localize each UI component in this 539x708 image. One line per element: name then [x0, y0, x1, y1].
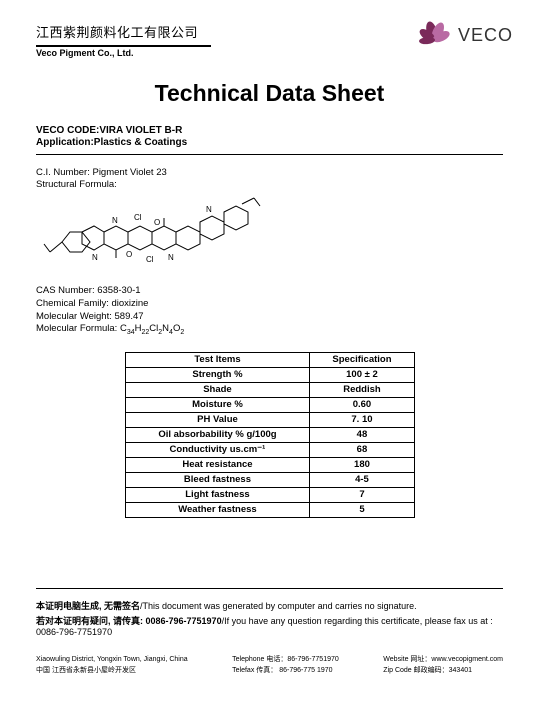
table-cell-value: 100 ± 2 — [310, 367, 414, 382]
ci-number: C.I. Number: Pigment Violet 23 — [36, 167, 503, 178]
company-name-cn: 江西紫荆颜料化工有限公司 — [36, 22, 211, 41]
footer-web: Website 网址：www.vecopigment.com Zip Code … — [383, 655, 503, 676]
table-cell-label: Shade — [125, 382, 310, 397]
table-row: ShadeReddish — [125, 382, 414, 397]
table-row: Strength %100 ± 2 — [125, 367, 414, 382]
svg-text:O: O — [126, 250, 132, 259]
table-cell-label: Heat resistance — [125, 457, 310, 472]
table-header-row: Test Items Specification — [125, 352, 414, 367]
table-cell-label: Oil absorbability % g/100g — [125, 427, 310, 442]
header-underline — [36, 45, 211, 47]
table-row: Oil absorbability % g/100g48 — [125, 427, 414, 442]
structural-formula-label: Structural Formula: — [36, 179, 503, 190]
table-cell-label: Conductivity us.cm⁻¹ — [125, 442, 310, 457]
divider-2 — [36, 588, 503, 589]
code-line: VECO CODE:VIRA VIOLET B-R — [36, 125, 503, 136]
table-cell-value: 7. 10 — [310, 412, 414, 427]
application-line: Application:Plastics & Coatings — [36, 137, 503, 148]
table-cell-label: Moisture % — [125, 397, 310, 412]
table-cell-label: Strength % — [125, 367, 310, 382]
table-cell-value: Reddish — [310, 382, 414, 397]
table-row: Weather fastness5 — [125, 502, 414, 517]
company-block: 江西紫荆颜料化工有限公司 Veco Pigment Co., Ltd. — [36, 22, 211, 58]
flower-icon — [412, 16, 456, 54]
chemical-family: Chemical Family: dioxizine — [36, 298, 503, 311]
table-row: Moisture %0.60 — [125, 397, 414, 412]
table-cell-label: PH Value — [125, 412, 310, 427]
footer-address: Xiaowuling District, Yongxin Town, Jiang… — [36, 655, 188, 676]
specification-table: Test Items Specification Strength %100 ±… — [125, 352, 415, 518]
structural-formula-diagram: Cl Cl N N O O N N — [42, 194, 503, 275]
table-row: Conductivity us.cm⁻¹68 — [125, 442, 414, 457]
table-row: Bleed fastness4-5 — [125, 472, 414, 487]
table-cell-value: 68 — [310, 442, 414, 457]
svg-text:N: N — [168, 253, 174, 262]
molecular-formula: Molecular Formula: C34H22Cl2N4O2 — [36, 323, 503, 337]
table-row: Heat resistance180 — [125, 457, 414, 472]
table-cell-value: 4-5 — [310, 472, 414, 487]
divider-1 — [36, 154, 503, 155]
table-cell-value: 180 — [310, 457, 414, 472]
table-cell-value: 0.60 — [310, 397, 414, 412]
question-fax-line: 若对本证明有疑问, 请传真: 0086-796-7751970/If you h… — [36, 616, 503, 639]
svg-text:N: N — [92, 253, 98, 262]
table-row: PH Value7. 10 — [125, 412, 414, 427]
table-cell-value: 7 — [310, 487, 414, 502]
logo-text: VECO — [458, 25, 513, 46]
company-name-en: Veco Pigment Co., Ltd. — [36, 48, 211, 58]
table-cell-value: 48 — [310, 427, 414, 442]
table-header-items: Test Items — [125, 352, 310, 367]
table-header-spec: Specification — [310, 352, 414, 367]
footer-phone: Telephone 电话：86-796-7751970 Telefax 传真： … — [232, 655, 339, 676]
table-cell-label: Bleed fastness — [125, 472, 310, 487]
chemical-info: CAS Number: 6358-30-1 Chemical Family: d… — [36, 285, 503, 338]
svg-text:O: O — [154, 218, 160, 227]
header: 江西紫荆颜料化工有限公司 Veco Pigment Co., Ltd. VECO — [36, 22, 503, 58]
svg-text:N: N — [112, 216, 118, 225]
table-cell-label: Weather fastness — [125, 502, 310, 517]
molecular-weight: Molecular Weight: 589.47 — [36, 311, 503, 324]
table-cell-label: Light fastness — [125, 487, 310, 502]
svg-text:N: N — [206, 205, 212, 214]
cas-number: CAS Number: 6358-30-1 — [36, 285, 503, 298]
table-cell-value: 5 — [310, 502, 414, 517]
svg-text:Cl: Cl — [146, 255, 154, 264]
logo: VECO — [412, 16, 513, 54]
generated-by-computer-line: 本证明电脑生成, 无需签名/This document was generate… — [36, 599, 503, 612]
page-title: Technical Data Sheet — [36, 80, 503, 107]
footer: Xiaowuling District, Yongxin Town, Jiang… — [36, 655, 503, 676]
svg-text:Cl: Cl — [134, 213, 142, 222]
table-row: Light fastness7 — [125, 487, 414, 502]
